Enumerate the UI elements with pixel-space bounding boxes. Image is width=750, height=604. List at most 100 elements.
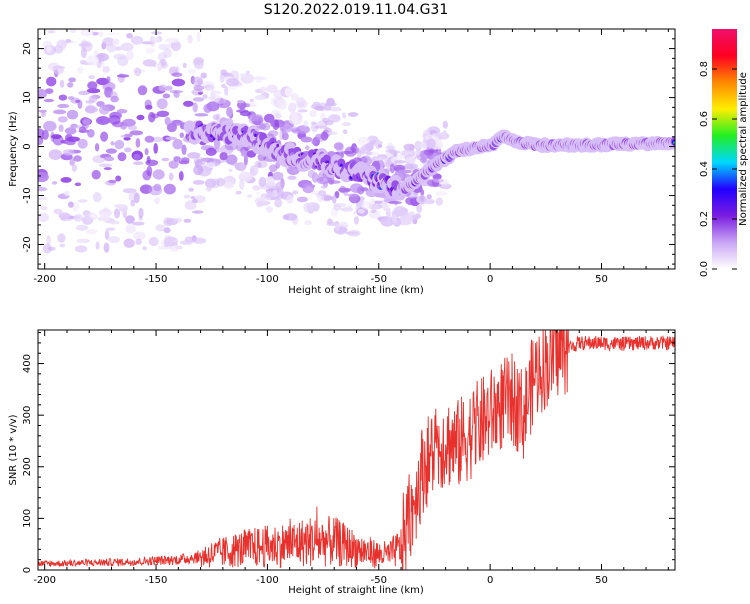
noise-blob [53, 208, 63, 215]
noise-blob [389, 163, 396, 174]
ridge-blob [210, 134, 213, 138]
noise-blob [193, 85, 204, 91]
noise-blob [365, 151, 373, 156]
noise-blob [135, 138, 141, 148]
snr-series-line [38, 330, 675, 570]
spectrogram-xlabel: Height of straight line (km) [288, 285, 424, 296]
noise-blob [374, 157, 386, 161]
noise-blob [46, 235, 51, 246]
noise-blob [311, 139, 317, 145]
noise-blob [340, 150, 354, 155]
noise-blob [432, 178, 444, 183]
noise-blob [165, 136, 177, 141]
noise-blob [332, 195, 337, 204]
noise-blob [249, 98, 255, 103]
noise-blob [246, 194, 252, 198]
noise-blob [145, 47, 155, 54]
noise-blob [61, 40, 67, 50]
noise-blob [318, 190, 327, 196]
noise-blob [287, 175, 297, 180]
noise-blob [150, 113, 160, 119]
noise-blob [400, 150, 410, 157]
x-tick-label: -50 [371, 575, 387, 586]
noise-blob [58, 94, 68, 101]
noise-blob [74, 245, 88, 253]
noise-blob [225, 78, 240, 87]
noise-blob [144, 148, 149, 156]
noise-blob [170, 40, 181, 52]
noise-blob [432, 173, 442, 180]
noise-blob [62, 149, 75, 156]
noise-blob [134, 67, 142, 77]
noise-blob [252, 185, 261, 191]
noise-blob [96, 53, 109, 62]
noise-blob [129, 130, 144, 136]
noise-blob [132, 221, 145, 226]
noise-blob [38, 128, 45, 138]
noise-blob [383, 207, 391, 212]
noise-blob [173, 156, 181, 162]
noise-blob [220, 69, 228, 76]
colorbar-tick-label: 0.0 [699, 261, 710, 277]
noise-blob [340, 207, 354, 212]
noise-blob [392, 214, 398, 224]
noise-blob [183, 218, 192, 223]
noise-blob [254, 95, 266, 101]
noise-blob [153, 143, 158, 154]
noise-blob [305, 185, 312, 191]
ridge-blob [254, 133, 257, 137]
noise-blob [403, 143, 415, 151]
noise-blob [148, 185, 163, 196]
noise-blob [393, 160, 407, 164]
noise-blob [92, 192, 102, 203]
noise-blob [171, 78, 186, 87]
noise-blob [212, 90, 222, 95]
noise-blob [58, 212, 70, 220]
noise-blob [179, 132, 184, 138]
noise-blob [193, 164, 204, 176]
colorbar: 0.0 0.2 0.4 0.6 0.8 Normalized spectral ampl… [699, 29, 749, 277]
noise-blob [120, 122, 127, 130]
noise-blob [316, 176, 329, 185]
noise-blob [213, 138, 221, 150]
noise-blob [163, 48, 172, 58]
x-tick-label: -150 [145, 274, 168, 285]
y-tick-label: -10 [22, 187, 33, 203]
noise-blob [101, 42, 107, 50]
noise-blob [224, 85, 229, 96]
noise-blob [52, 65, 64, 75]
noise-blob [40, 206, 48, 211]
noise-blob [137, 85, 148, 96]
noise-blob [164, 116, 171, 126]
noise-blob [255, 75, 263, 83]
noise-blob [423, 149, 434, 156]
noise-blob [442, 120, 448, 129]
noise-blob [157, 62, 162, 72]
spectrogram-ticks: -200 -150 -100 -50 0 50 20 10 0 -10 -20 [22, 28, 675, 285]
noise-blob [310, 121, 319, 133]
noise-blob [304, 145, 310, 151]
noise-blob [68, 77, 76, 83]
noise-blob [126, 49, 134, 61]
ridge-blob [337, 158, 346, 168]
noise-blob [240, 163, 245, 173]
noise-blob [98, 31, 104, 37]
noise-blob [239, 110, 252, 117]
noise-blob [283, 124, 292, 133]
noise-blob [105, 148, 117, 154]
noise-blob [393, 206, 407, 217]
noise-blob [295, 99, 307, 109]
noise-blob [65, 39, 72, 43]
noise-blob [420, 142, 428, 150]
noise-blob [266, 84, 278, 94]
noise-blob [163, 183, 176, 195]
noise-blob [72, 201, 79, 212]
noise-blob [60, 177, 72, 183]
noise-blob [214, 97, 227, 104]
noise-blob [104, 156, 115, 162]
noise-blob [169, 90, 184, 94]
noise-blob [300, 136, 313, 143]
noise-blob [259, 86, 267, 93]
noise-blob [324, 102, 337, 107]
